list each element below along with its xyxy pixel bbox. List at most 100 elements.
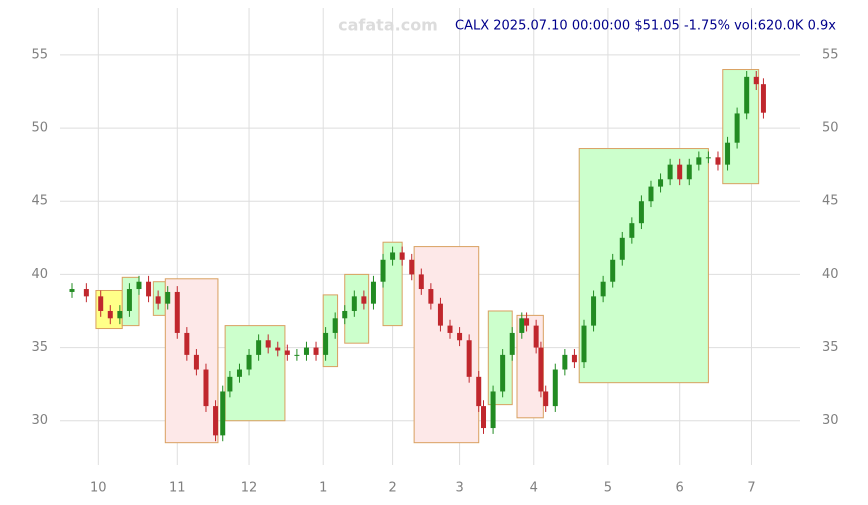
candle-body [390,252,396,260]
zone-box [722,69,760,185]
candle-body [619,237,625,260]
candle-body [146,281,152,297]
candle-body [509,332,515,355]
candle-body [380,259,386,282]
candle-body [246,354,252,370]
candle-body [303,347,309,355]
candle-body [220,391,226,436]
candle-body [236,369,242,377]
candle-body [524,318,530,326]
candle-body [98,296,104,311]
candle-body [323,332,329,355]
y-tick-label: 40 [31,267,48,282]
candle-body [265,340,271,348]
y-tick-label: 55 [31,47,48,62]
y-tick-label-right: 40 [822,267,839,282]
x-tick-label: 6 [676,481,684,496]
candle-body [696,157,702,165]
y-tick-label: 35 [31,340,48,355]
candle-body [428,289,434,304]
candle-body [562,354,568,370]
y-tick-label-right: 55 [822,47,839,62]
candle-body [126,289,132,311]
candle-body [658,179,664,187]
x-tick-label: 10 [90,481,107,496]
candle-body [519,318,525,333]
zone-box [224,325,286,422]
candle-body [581,325,587,363]
candle-body [184,332,190,355]
candle-body [753,76,759,85]
candle-body [83,289,89,297]
candle-body [256,340,262,355]
candle-body [136,281,142,290]
x-tick-label: 11 [169,481,186,496]
x-tick-label: 1 [319,481,327,496]
zone-box [164,278,219,444]
candle-body [332,318,338,333]
candle-body [744,76,750,114]
candle-body [591,296,597,326]
candle-body [361,296,367,304]
candle-body [284,350,290,355]
candle-body [686,164,692,180]
y-tick-label-right: 50 [822,121,839,136]
y-tick-label-right: 35 [822,340,839,355]
candle-body [294,354,300,356]
candle-body [500,354,506,392]
candle-body [571,354,577,363]
candle-body [370,281,376,304]
candle-body [399,252,405,260]
candle-body [533,325,539,348]
y-tick-label: 45 [31,194,48,209]
x-tick-label: 7 [747,481,755,496]
candle-body [481,406,487,429]
candle-body [165,291,171,304]
y-tick-label-right: 45 [822,194,839,209]
candle-body [734,113,740,143]
candle-body [629,223,635,238]
candle-body [227,376,233,392]
candle-body [476,376,482,407]
chart-title: CALX 2025.07.10 00:00:00 $51.05 -1.75% v… [455,19,836,34]
x-tick-label: 2 [388,481,396,496]
y-tick-label: 50 [31,121,48,136]
x-tick-label: 5 [604,481,612,496]
zone-box [578,148,709,384]
candle-body [69,289,75,292]
candle-body [760,84,766,113]
candle-body [705,157,711,159]
candle-body [466,340,472,377]
y-tick-label-right: 30 [822,413,839,428]
x-tick-label: 12 [241,481,258,496]
candle-body [457,332,463,341]
candle-body [648,186,654,202]
candle-body [610,259,616,282]
candle-body [725,142,731,165]
candle-body [667,164,673,180]
watermark: cafata.com [338,16,438,35]
candle-body [313,347,319,355]
candle-body [174,291,180,333]
candle-body [447,325,453,333]
candle-body [155,296,161,304]
y-tick-label: 30 [31,413,48,428]
candle-body [418,274,424,290]
candle-body [342,310,348,319]
candle-body [275,347,281,351]
candle-body [715,157,721,165]
candle-body [213,406,219,436]
candle-body [107,310,113,319]
candle-body [351,296,357,311]
x-tick-label: 3 [455,481,463,496]
candle-body [543,391,549,407]
candle-body [409,259,415,275]
candle-body [490,391,496,429]
candle-body [638,201,644,224]
candle-body [193,354,199,370]
candle-body [117,310,123,319]
candle-body [552,369,558,407]
candle-body [538,347,544,392]
